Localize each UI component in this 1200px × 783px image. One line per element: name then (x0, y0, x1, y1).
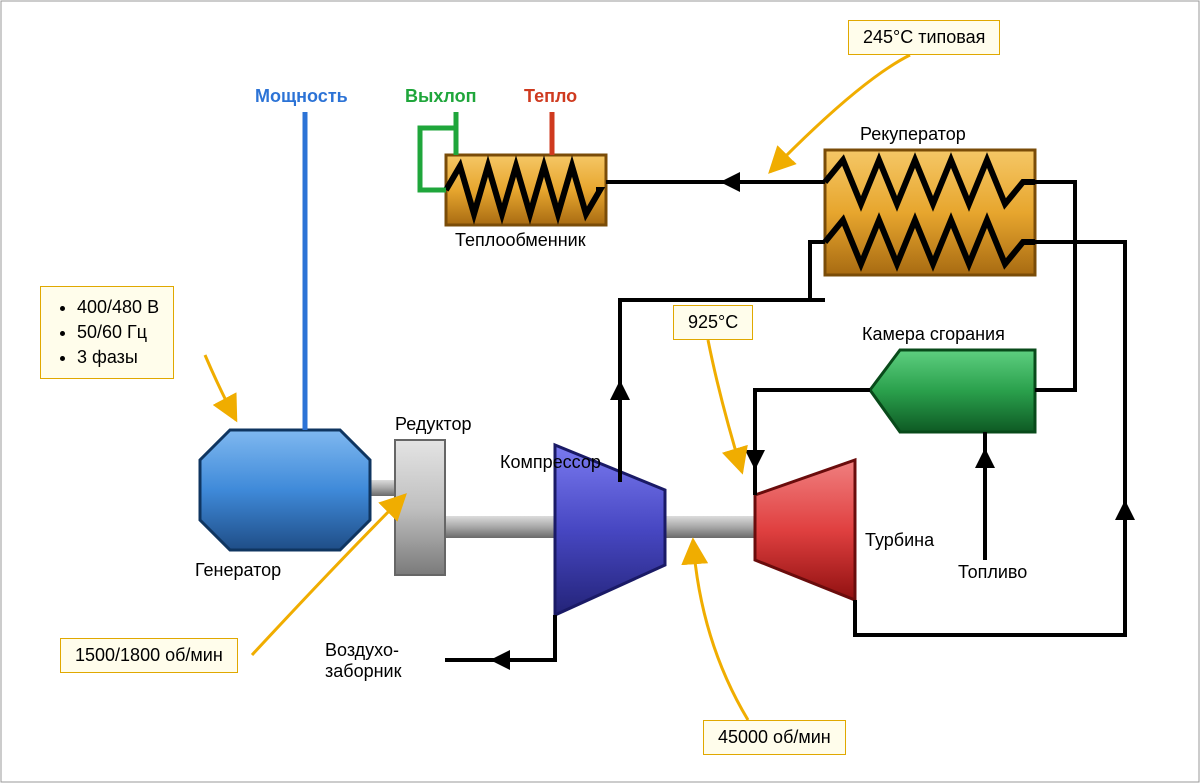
gearbox-shape (395, 440, 445, 575)
callout-temp-exhaust: 245°C типовая (848, 20, 1000, 55)
generator-spec-item: 400/480 В (77, 297, 159, 318)
callout-generator-specs: 400/480 В 50/60 Гц 3 фазы (40, 286, 174, 379)
callout-arrow-shaft-rpm (693, 540, 748, 720)
output-label-exhaust: Выхлоп (405, 86, 476, 107)
generator-shape (200, 430, 370, 550)
generator-specs-list: 400/480 В 50/60 Гц 3 фазы (55, 297, 159, 368)
generator-spec-item: 3 фазы (77, 347, 159, 368)
label-gearbox: Редуктор (395, 414, 471, 435)
label-heat-exchanger: Теплообменник (455, 230, 586, 251)
recuperator-shape (825, 150, 1035, 275)
turbine-shape (755, 460, 855, 600)
label-air-intake: Воздухо- заборник (325, 640, 401, 682)
pipe-air-in (445, 615, 555, 660)
combustor-shape (870, 350, 1035, 432)
callout-shaft-rpm: 45000 об/мин (703, 720, 846, 755)
pipe-turb-exh-to-recup (1035, 182, 1075, 390)
heat-exchanger-shape (446, 155, 606, 225)
label-generator: Генератор (195, 560, 281, 581)
label-turbine: Турбина (865, 530, 934, 551)
output-label-heat: Тепло (524, 86, 577, 107)
output-label-power: Мощность (255, 86, 348, 107)
callout-arrow-gen (205, 355, 236, 420)
callout-arrow-turbine-temp (708, 340, 742, 472)
label-recuperator: Рекуператор (860, 124, 966, 145)
callout-temp-turbine: 925°C (673, 305, 753, 340)
label-compressor: Компрессор (500, 452, 601, 473)
pipe-comp-to-recup (620, 242, 825, 482)
shaft-stub (370, 480, 396, 496)
label-fuel: Топливо (958, 562, 1027, 583)
diagram-root: Мощность Выхлоп Тепло Теплообменник Реку… (0, 0, 1200, 783)
callout-gearbox-rpm: 1500/1800 об/мин (60, 638, 238, 673)
generator-spec-item: 50/60 Гц (77, 322, 159, 343)
label-combustor: Камера сгорания (862, 324, 1005, 345)
